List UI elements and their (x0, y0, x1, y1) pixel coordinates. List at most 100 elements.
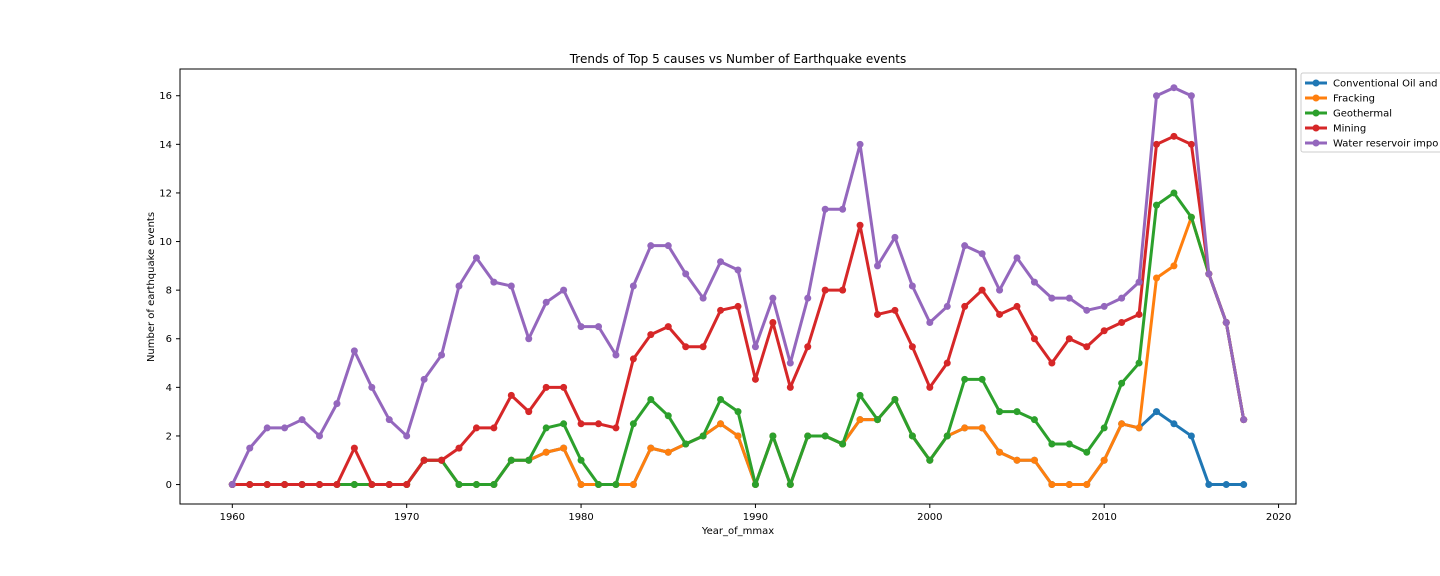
x-axis-ticks: 1960 1970 1980 1990 2000 2010 2020 (220, 504, 1291, 523)
data-point (472, 481, 480, 489)
data-point (542, 424, 550, 432)
data-point (1048, 359, 1056, 367)
data-point (891, 306, 899, 314)
data-point (961, 375, 969, 383)
data-point (595, 481, 602, 489)
data-point (420, 456, 428, 464)
x-tick-label: 2010 (1091, 512, 1116, 523)
data-point (507, 391, 515, 399)
data-point (333, 481, 341, 489)
data-point (821, 432, 829, 440)
legend-label: Geothermal (1333, 109, 1392, 120)
data-point (856, 221, 864, 229)
data-point (629, 420, 637, 428)
data-point (490, 278, 498, 286)
data-point (839, 205, 847, 213)
data-point (368, 383, 376, 391)
series-4 (228, 84, 1248, 489)
data-point (717, 258, 725, 266)
data-point (472, 424, 480, 432)
data-point (577, 323, 585, 331)
legend-marker (1312, 139, 1320, 147)
plot-area-frame (179, 68, 1297, 505)
data-point (577, 456, 585, 464)
data-point (1048, 294, 1056, 302)
x-tick-label: 2000 (917, 512, 942, 523)
data-point (856, 140, 864, 148)
data-point (542, 298, 550, 306)
data-point (1170, 262, 1178, 270)
legend-label: Fracking (1333, 94, 1375, 105)
data-point (769, 294, 777, 302)
data-point (1118, 294, 1126, 302)
data-point (664, 242, 672, 250)
data-point (595, 420, 602, 428)
data-point (996, 408, 1004, 416)
data-point (1222, 318, 1230, 326)
data-point (961, 242, 969, 250)
y-axis-ticks: 0 2 4 6 8 10 12 14 16 (159, 91, 180, 491)
data-point (455, 444, 463, 452)
data-point (350, 347, 358, 355)
data-point (542, 448, 550, 456)
data-point (560, 383, 568, 391)
legend-label: Water reservoir impo (1333, 139, 1438, 150)
data-point (455, 481, 463, 489)
data-point (246, 481, 254, 489)
x-tick-label: 1960 (220, 512, 245, 523)
data-point (647, 396, 655, 404)
x-tick-label: 1980 (568, 512, 593, 523)
data-point (507, 282, 515, 290)
data-point (682, 440, 690, 448)
data-point (629, 481, 637, 489)
data-point (385, 481, 393, 489)
data-point (350, 444, 358, 452)
data-point (839, 440, 847, 448)
y-tick-label: 2 (166, 431, 172, 442)
data-point (1013, 456, 1021, 464)
data-point (1065, 440, 1073, 448)
data-point (1153, 201, 1160, 209)
data-point (664, 412, 672, 420)
data-point (1153, 140, 1160, 148)
data-point (595, 323, 602, 331)
data-point (1100, 456, 1108, 464)
data-point (943, 359, 951, 367)
data-point (577, 420, 585, 428)
data-point (1013, 254, 1021, 262)
data-point (1100, 327, 1108, 335)
data-point (664, 323, 672, 331)
data-point (1153, 408, 1160, 416)
data-point (1083, 448, 1091, 456)
data-point (403, 432, 411, 440)
data-point (682, 270, 690, 278)
data-point (978, 286, 986, 294)
data-point (874, 262, 881, 270)
data-point (1030, 456, 1038, 464)
y-tick-label: 10 (159, 237, 172, 248)
data-point (856, 391, 864, 399)
data-point (874, 310, 881, 318)
data-point (839, 286, 847, 294)
data-point (560, 286, 568, 294)
data-point (525, 408, 533, 416)
data-point (926, 456, 934, 464)
data-point (1030, 278, 1038, 286)
legend-marker (1312, 109, 1320, 117)
data-point (804, 432, 812, 440)
y-tick-label: 6 (166, 334, 172, 345)
data-point (961, 302, 969, 310)
data-point (1048, 440, 1056, 448)
data-point (1083, 306, 1091, 314)
data-point (664, 448, 672, 456)
data-point (438, 456, 446, 464)
data-point (612, 424, 620, 432)
data-point (1065, 294, 1073, 302)
data-point (786, 359, 794, 367)
data-point (490, 424, 498, 432)
data-point (525, 335, 533, 343)
data-point (1013, 302, 1021, 310)
data-point (891, 396, 899, 404)
data-point (298, 481, 306, 489)
